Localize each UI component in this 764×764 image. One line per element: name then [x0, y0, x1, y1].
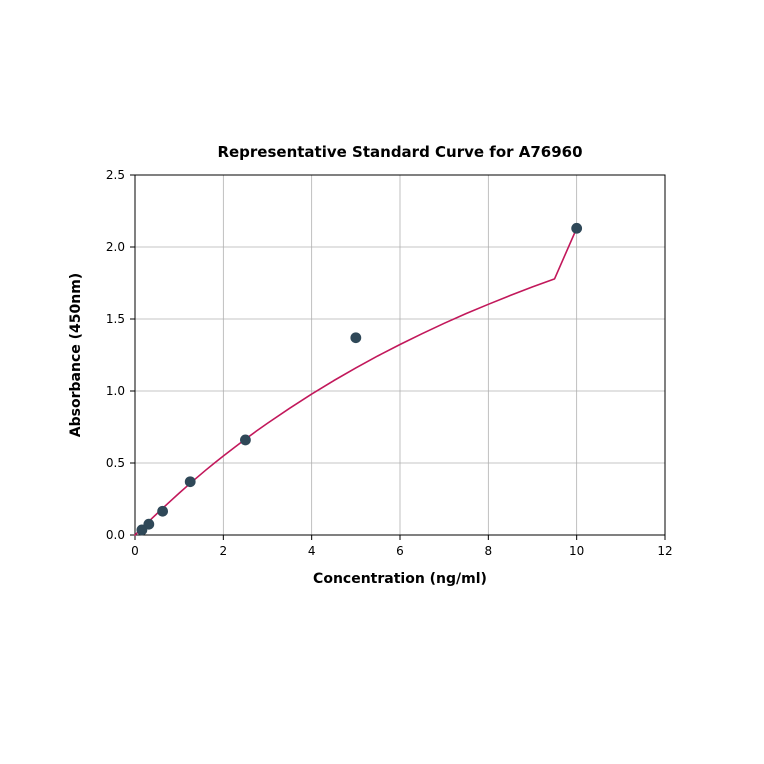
x-tick-label: 2	[220, 544, 228, 558]
x-axis-label: Concentration (ng/ml)	[313, 571, 487, 587]
data-point	[240, 435, 250, 445]
data-point	[185, 477, 195, 487]
chart-container: 0 2 4 6 8 10 12 0.0 0.5 1.0 1.5 2.0 2.5 Concentration…	[0, 0, 764, 764]
data-point	[158, 506, 168, 516]
x-tick-label: 10	[569, 544, 584, 558]
chart-title: Representative Standard Curve for A76960	[217, 143, 582, 161]
x-tick-label: 6	[396, 544, 404, 558]
data-point	[144, 519, 154, 529]
y-axis-label: Absorbance (450nm)	[68, 273, 84, 437]
x-tick-label: 8	[485, 544, 493, 558]
x-tick-label: 12	[657, 544, 672, 558]
y-tick-label: 1.5	[106, 312, 125, 326]
data-point	[572, 223, 582, 233]
y-tick-label: 1.0	[106, 384, 125, 398]
y-tick-label: 0.5	[106, 456, 125, 470]
data-point	[351, 333, 361, 343]
y-tick-label: 2.0	[106, 240, 125, 254]
y-tick-label: 2.5	[106, 168, 125, 182]
chart-background	[0, 0, 764, 764]
y-tick-label: 0.0	[106, 528, 125, 542]
standard-curve-chart: 0 2 4 6 8 10 12 0.0 0.5 1.0 1.5 2.0 2.5 Concentration…	[0, 0, 764, 764]
x-tick-label: 0	[131, 544, 139, 558]
x-tick-label: 4	[308, 544, 316, 558]
